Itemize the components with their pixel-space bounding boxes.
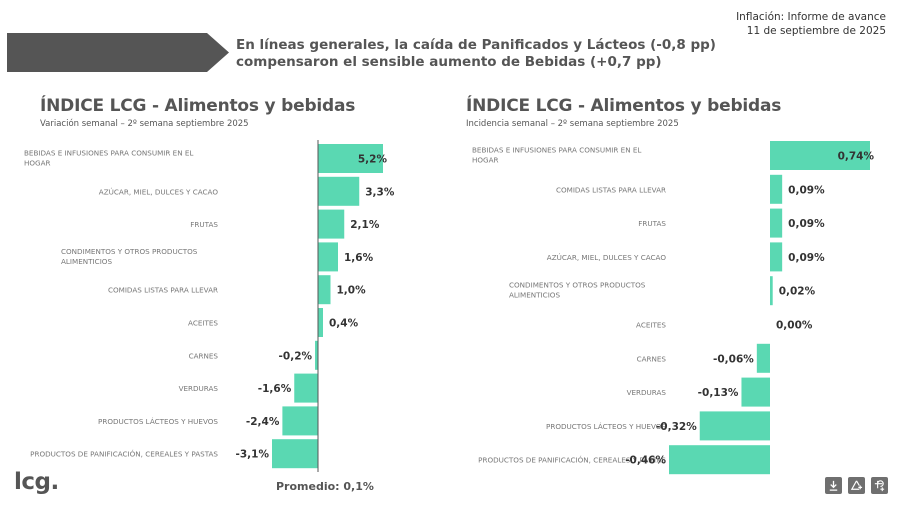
left-value-label: 2,1% xyxy=(350,219,380,231)
report-date: 11 de septiembre de 2025 xyxy=(746,25,886,37)
left-category-label: COMIDAS LISTAS PARA LLEVAR xyxy=(108,286,218,295)
right-category-label: PRODUCTOS DE PANIFICACIÓN, CEREALES Y PA… xyxy=(478,456,666,465)
expand-icon xyxy=(874,480,885,492)
left-category-label: AZÚCAR, MIEL, DULCES Y CACAO xyxy=(99,187,219,196)
left-bar xyxy=(318,308,323,337)
right-bar xyxy=(770,276,773,306)
left-bar xyxy=(318,242,338,272)
header-banner-arrow xyxy=(7,33,229,72)
average-label: Promedio: 0,1% xyxy=(276,480,374,493)
right-bar xyxy=(699,411,770,441)
left-category-label: PRODUCTOS LÁCTEOS Y HUEVOS xyxy=(98,417,218,426)
headline-line-1: En líneas generales, la caída de Panific… xyxy=(236,37,716,53)
right-category-label: ACEITES xyxy=(636,321,666,330)
left-bar xyxy=(318,209,345,239)
left-value-label: 3,3% xyxy=(365,186,395,198)
right-category-label: CONDIMENTOS Y OTROS PRODUCTOS ALIMENTICIO… xyxy=(509,281,646,300)
left-chart-subtitle: Variación semanal – 2º semana septiembre… xyxy=(40,119,249,129)
headline: En líneas generales, la caída de Panific… xyxy=(236,37,716,71)
report-title: Inflación: Informe de avance xyxy=(736,11,886,23)
left-bar xyxy=(318,144,383,173)
lcg-logo: lcg. xyxy=(14,469,59,495)
right-category-label: AZÚCAR, MIEL, DULCES Y CACAO xyxy=(547,253,667,262)
right-bar xyxy=(770,242,783,272)
right-bar-chart: BEBIDAS E INFUSIONES PARA CONSUMIR EN EL… xyxy=(472,141,875,475)
right-category-label: COMIDAS LISTAS PARA LLEVAR xyxy=(556,185,666,194)
left-bar xyxy=(282,406,318,436)
right-value-label: -0,13% xyxy=(698,387,739,399)
left-category-label: FRUTAS xyxy=(190,220,218,229)
left-value-label: 5,2% xyxy=(358,154,388,166)
left-value-label: -0,2% xyxy=(279,350,313,362)
left-bar xyxy=(294,373,318,403)
right-value-label: -0,32% xyxy=(656,421,697,433)
left-bar xyxy=(272,439,318,469)
right-bar xyxy=(756,343,770,373)
left-value-label: 1,0% xyxy=(337,285,367,297)
expand-button[interactable] xyxy=(871,477,888,494)
right-value-label: 0,09% xyxy=(788,252,825,264)
right-bar xyxy=(669,445,770,475)
right-bar xyxy=(770,208,783,238)
headline-line-2: compensaron el sensible aumento de Bebid… xyxy=(236,54,662,70)
left-bar xyxy=(315,340,318,370)
left-category-label: ACEITES xyxy=(188,319,218,328)
left-category-label: BEBIDAS E INFUSIONES PARA CONSUMIR EN EL… xyxy=(24,149,193,168)
report-info: Inflación: Informe de avance 11 de septi… xyxy=(736,10,886,38)
right-value-label: -0,46% xyxy=(625,455,666,467)
share-icon xyxy=(850,480,863,490)
download-button[interactable] xyxy=(825,477,842,494)
share-button[interactable] xyxy=(848,477,865,494)
left-value-label: -1,6% xyxy=(258,383,292,395)
right-value-label: 0,00% xyxy=(776,320,813,332)
left-chart-title: ÍNDICE LCG - Alimentos y bebidas xyxy=(40,96,356,116)
toolbar xyxy=(825,477,888,494)
right-category-label: PRODUCTOS LÁCTEOS Y HUEVOS xyxy=(546,422,666,431)
left-category-label: VERDURAS xyxy=(179,384,219,393)
right-category-label: CARNES xyxy=(637,354,667,363)
left-value-label: -2,4% xyxy=(246,416,280,428)
right-chart-title: ÍNDICE LCG - Alimentos y bebidas xyxy=(466,96,782,116)
download-icon xyxy=(829,480,838,491)
right-bar xyxy=(741,377,770,407)
left-value-label: 1,6% xyxy=(344,252,374,264)
right-value-label: 0,09% xyxy=(788,184,825,196)
left-category-label: CARNES xyxy=(189,351,219,360)
right-category-label: FRUTAS xyxy=(638,219,666,228)
right-category-label: BEBIDAS E INFUSIONES PARA CONSUMIR EN EL… xyxy=(472,146,641,165)
right-value-label: 0,74% xyxy=(838,151,875,163)
left-value-label: 0,4% xyxy=(329,318,359,330)
right-bar xyxy=(770,141,870,170)
right-value-label: -0,06% xyxy=(713,353,754,365)
left-bar xyxy=(318,176,360,206)
left-bar-chart: BEBIDAS E INFUSIONES PARA CONSUMIR EN EL… xyxy=(24,140,395,472)
right-chart-subtitle: Incidencia semanal – 2º semana septiembr… xyxy=(466,119,679,129)
left-bar xyxy=(318,275,331,305)
left-category-label: PRODUCTOS DE PANIFICACIÓN, CEREALES Y PA… xyxy=(30,450,218,459)
right-value-label: 0,09% xyxy=(788,218,825,230)
left-value-label: -3,1% xyxy=(236,449,270,461)
right-bar xyxy=(770,174,783,204)
right-category-label: VERDURAS xyxy=(627,388,667,397)
left-category-label: CONDIMENTOS Y OTROS PRODUCTOS ALIMENTICIO… xyxy=(61,247,198,266)
right-value-label: 0,02% xyxy=(779,286,816,298)
